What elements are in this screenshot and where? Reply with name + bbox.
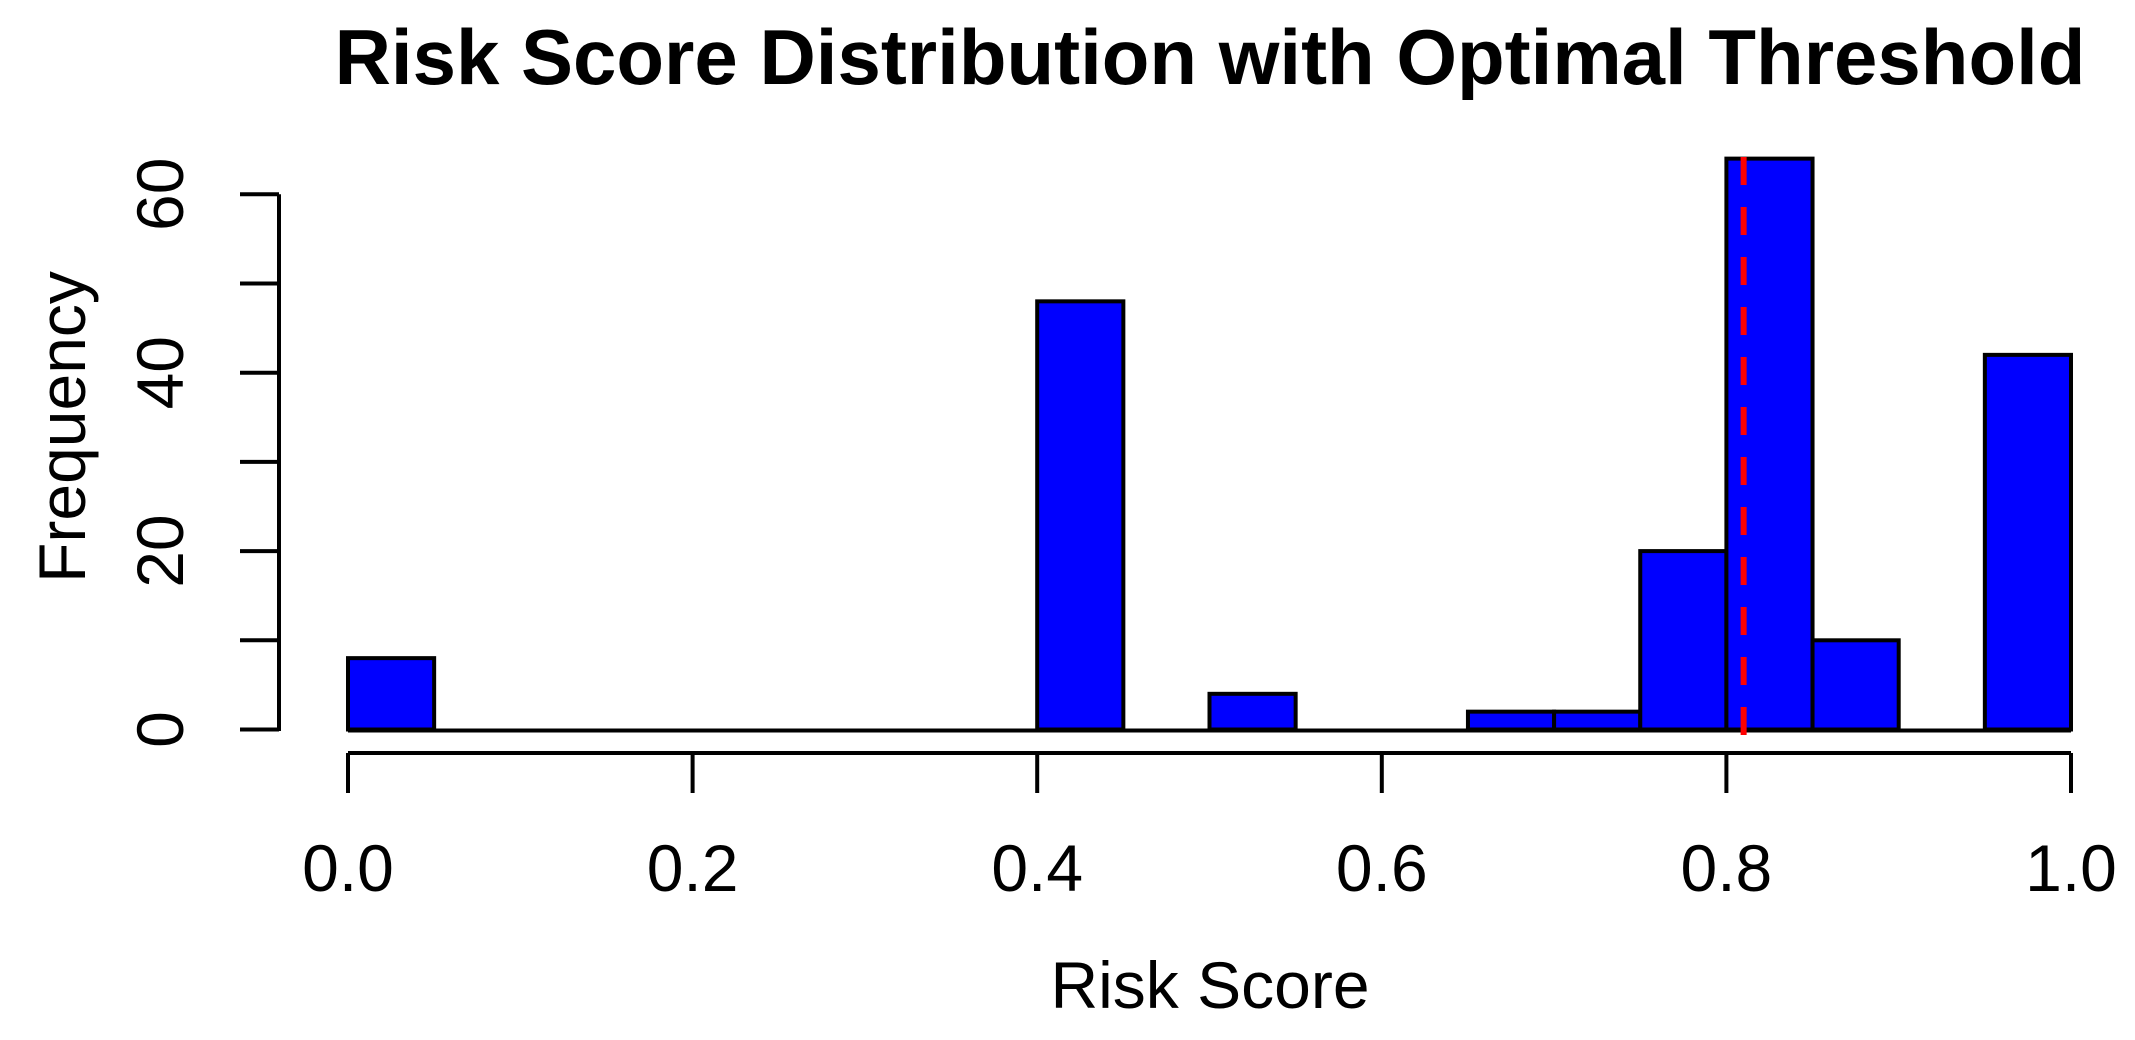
histogram-bar (1552, 709, 1643, 732)
x-tick-label: 0.0 (302, 831, 394, 905)
x-tick-label: 0.2 (647, 831, 739, 905)
x-tick-label: 0.6 (1336, 831, 1428, 905)
x-tick-label: 1.0 (2025, 831, 2117, 905)
histogram-bar (1724, 156, 1815, 732)
axes-group (240, 192, 2073, 793)
y-tick-label: 60 (123, 158, 197, 231)
chart-title: Risk Score Distribution with Optimal Thr… (335, 13, 2086, 101)
histogram-bar (346, 656, 437, 732)
y-axis-label: Frequency (25, 271, 99, 583)
histogram-bar (1465, 709, 1557, 732)
bars-group (346, 156, 2073, 733)
y-tick-label: 20 (123, 514, 197, 587)
histogram-bar (1810, 638, 1901, 732)
tick-labels-group: 0 20 40 60 0.0 0.2 0.4 0.6 0.8 1.0 (123, 158, 2117, 905)
x-tick-label: 0.8 (1681, 831, 1773, 905)
histogram-bar (1982, 352, 2073, 732)
y-tick-label: 40 (123, 336, 197, 409)
histogram-bar (1035, 299, 1126, 732)
x-axis-label: Risk Score (1050, 948, 1369, 1022)
histogram-bar (1207, 691, 1298, 732)
histogram-bar (1638, 549, 1729, 732)
y-tick-label: 0 (123, 711, 197, 748)
x-tick-label: 0.4 (991, 831, 1083, 905)
